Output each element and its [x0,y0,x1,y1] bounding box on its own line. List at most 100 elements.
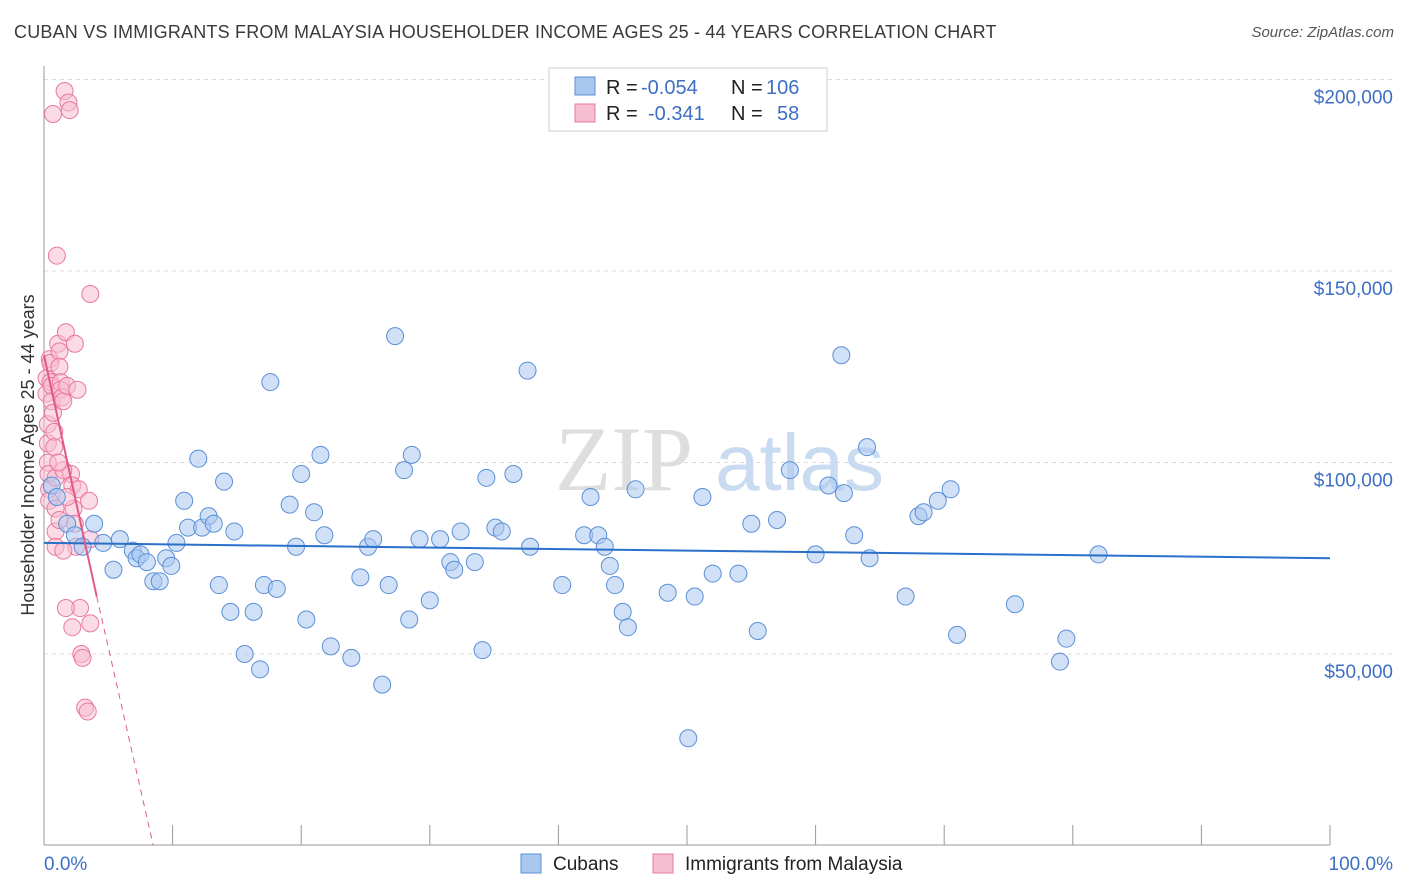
trend-lines [43,355,1331,846]
data-point-cuban [600,556,619,575]
data-point-cuban [618,618,637,637]
data-point-cuban [948,625,967,644]
data-point-cuban [806,545,825,564]
tick-labels: $50,000 $100,000 $150,000 $200,000 0.0% 100.0… [44,88,1393,876]
data-point-cuban [297,610,316,629]
bottom-legend-swatch-cubans [520,853,542,874]
y-axis-title: Householder Income Ages 25 - 44 years [18,294,38,615]
data-point-cuban [605,576,624,595]
data-point-cuban [315,526,334,545]
data-point-cuban [364,530,383,549]
x-tick-label: 0.0% [44,854,87,875]
source-credit: Source: ZipAtlas.com [1251,24,1394,41]
data-point-cuban [225,522,244,541]
data-point-cuban [1005,595,1024,614]
data-point-cuban [834,484,853,503]
data-point-cuban [311,445,330,464]
data-point-cuban [221,602,240,621]
data-point-cuban [1057,629,1076,648]
data-point-cuban [768,510,787,529]
data-point-malaysia [45,438,64,457]
data-point-cuban [819,476,838,495]
data-point-cuban [204,514,223,533]
legend-swatch-cubans [574,76,596,96]
trend-line-malaysia-extrapolated [96,596,154,846]
data-point-malaysia [44,104,63,123]
data-point-cuban [703,564,722,583]
legend-swatch-malaysia [574,103,596,123]
data-point-malaysia [56,599,75,618]
data-point-cuban [351,568,370,587]
data-point-cuban [47,487,66,506]
data-point-malaysia [50,342,69,361]
data-point-malaysia [65,334,84,353]
data-point-cuban [693,487,712,506]
x-tick-label: 100.0% [1329,854,1394,875]
data-point-cuban [518,361,537,380]
data-point-malaysia [50,357,69,376]
data-point-malaysia [81,614,100,633]
legend-r-value-malaysia: -0.341 [648,103,705,125]
data-point-malaysia [54,541,73,560]
data-point-cuban [431,530,450,549]
legend-r-value-cubans: -0.054 [641,77,698,99]
data-point-cuban [445,560,464,579]
data-point-cuban [73,537,92,556]
data-point-cuban [896,587,915,606]
trend-line-malaysia [43,355,98,597]
data-point-cuban [321,637,340,656]
bottom-legend-swatch-malaysia [652,853,674,874]
data-point-cuban [473,641,492,660]
trend-line-cubans [43,541,1331,560]
data-point-cuban [167,533,186,552]
data-point-malaysia [47,246,66,265]
watermark-atlas: atlas [715,418,884,507]
data-point-cuban [395,461,414,480]
data-point-cuban [137,553,156,572]
page-title: CUBAN VS IMMIGRANTS FROM MALAYSIA HOUSEH… [14,22,997,42]
data-point-cuban [742,514,761,533]
data-point-cuban [410,530,429,549]
data-point-malaysia [81,284,100,303]
data-point-cuban [215,472,234,491]
y-tick-label: $50,000 [1324,662,1393,683]
data-point-cuban [465,553,484,572]
data-point-cuban [928,491,947,510]
data-point-cuban [379,576,398,595]
data-point-cuban [280,495,299,514]
data-point-cuban [729,564,748,583]
data-point-cuban [251,660,270,679]
data-point-cuban [244,602,263,621]
data-point-malaysia [73,648,92,667]
data-point-cuban [658,583,677,602]
data-point-cuban [780,461,799,480]
data-point-cuban [175,491,194,510]
bottom-legend: Cubans Immigrants from Malaysia [520,853,903,875]
data-point-cuban [1050,652,1069,671]
legend-n-value-malaysia: 58 [777,103,799,125]
data-point-cuban [451,522,470,541]
data-point-cuban [492,522,511,541]
data-point-malaysia [54,392,73,411]
data-point-cuban [373,675,392,694]
legend-n-label-malaysia: N = [731,103,763,125]
data-point-cuban [400,610,419,629]
data-point-malaysia [80,491,99,510]
data-point-cuban [748,622,767,641]
data-point-cuban [613,602,632,621]
data-point-malaysia [68,380,87,399]
legend: R = -0.054 N = 106 R = -0.341 N = 58 [548,67,828,132]
data-point-malaysia [60,101,79,120]
data-point-cuban [679,729,698,748]
data-point-cuban [914,503,933,522]
data-point-cuban [209,576,228,595]
legend-n-label-cubans: N = [731,77,763,99]
data-point-cuban [595,537,614,556]
legend-r-label-cubans: R = [606,77,638,99]
data-point-cuban [941,480,960,499]
y-tick-label: $200,000 [1314,88,1393,109]
data-point-cuban [342,648,361,667]
data-point-cuban [1089,545,1108,564]
data-point-malaysia [63,618,82,637]
data-point-malaysia [78,702,97,721]
